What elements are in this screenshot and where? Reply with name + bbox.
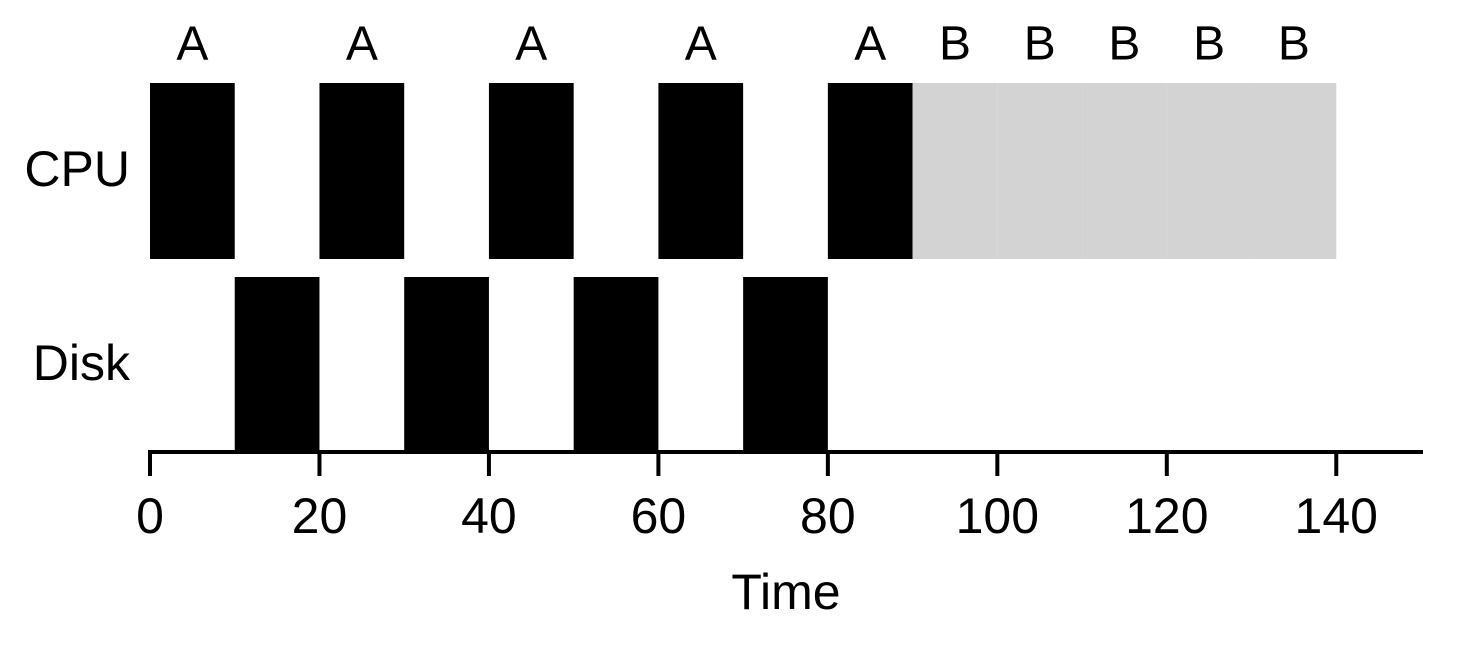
segment	[997, 83, 1083, 259]
segment	[1166, 83, 1252, 259]
x-tick-label: 0	[136, 488, 164, 544]
x-tick-label: 100	[956, 488, 1039, 544]
x-tick-label: 40	[461, 488, 517, 544]
segment-label: A	[685, 18, 717, 71]
row-label: CPU	[24, 141, 130, 197]
segment	[573, 277, 659, 453]
segment-label: B	[1193, 18, 1225, 71]
segment-label: B	[1108, 18, 1140, 71]
segment-label: B	[1024, 18, 1056, 71]
x-tick-label: 80	[800, 488, 856, 544]
segment	[1082, 83, 1167, 259]
segment-label: A	[176, 18, 208, 71]
segment	[234, 277, 320, 453]
segment-label: A	[515, 18, 547, 71]
x-tick-label: 20	[292, 488, 348, 544]
segment	[319, 83, 405, 259]
x-axis-label: Time	[731, 564, 840, 620]
x-tick-label: 120	[1125, 488, 1208, 544]
segment-label: A	[854, 18, 886, 71]
segment	[404, 277, 489, 453]
segment	[827, 83, 913, 259]
row-label: Disk	[33, 335, 131, 391]
segment-label: B	[1278, 18, 1310, 71]
segment	[150, 83, 235, 259]
segment	[912, 83, 998, 259]
segment	[488, 83, 574, 259]
segment	[658, 83, 744, 259]
x-tick-label: 60	[631, 488, 687, 544]
segment-label: A	[346, 18, 378, 71]
segment	[1251, 83, 1337, 259]
segment-label: B	[939, 18, 971, 71]
x-tick-label: 140	[1295, 488, 1378, 544]
segment	[743, 277, 828, 453]
